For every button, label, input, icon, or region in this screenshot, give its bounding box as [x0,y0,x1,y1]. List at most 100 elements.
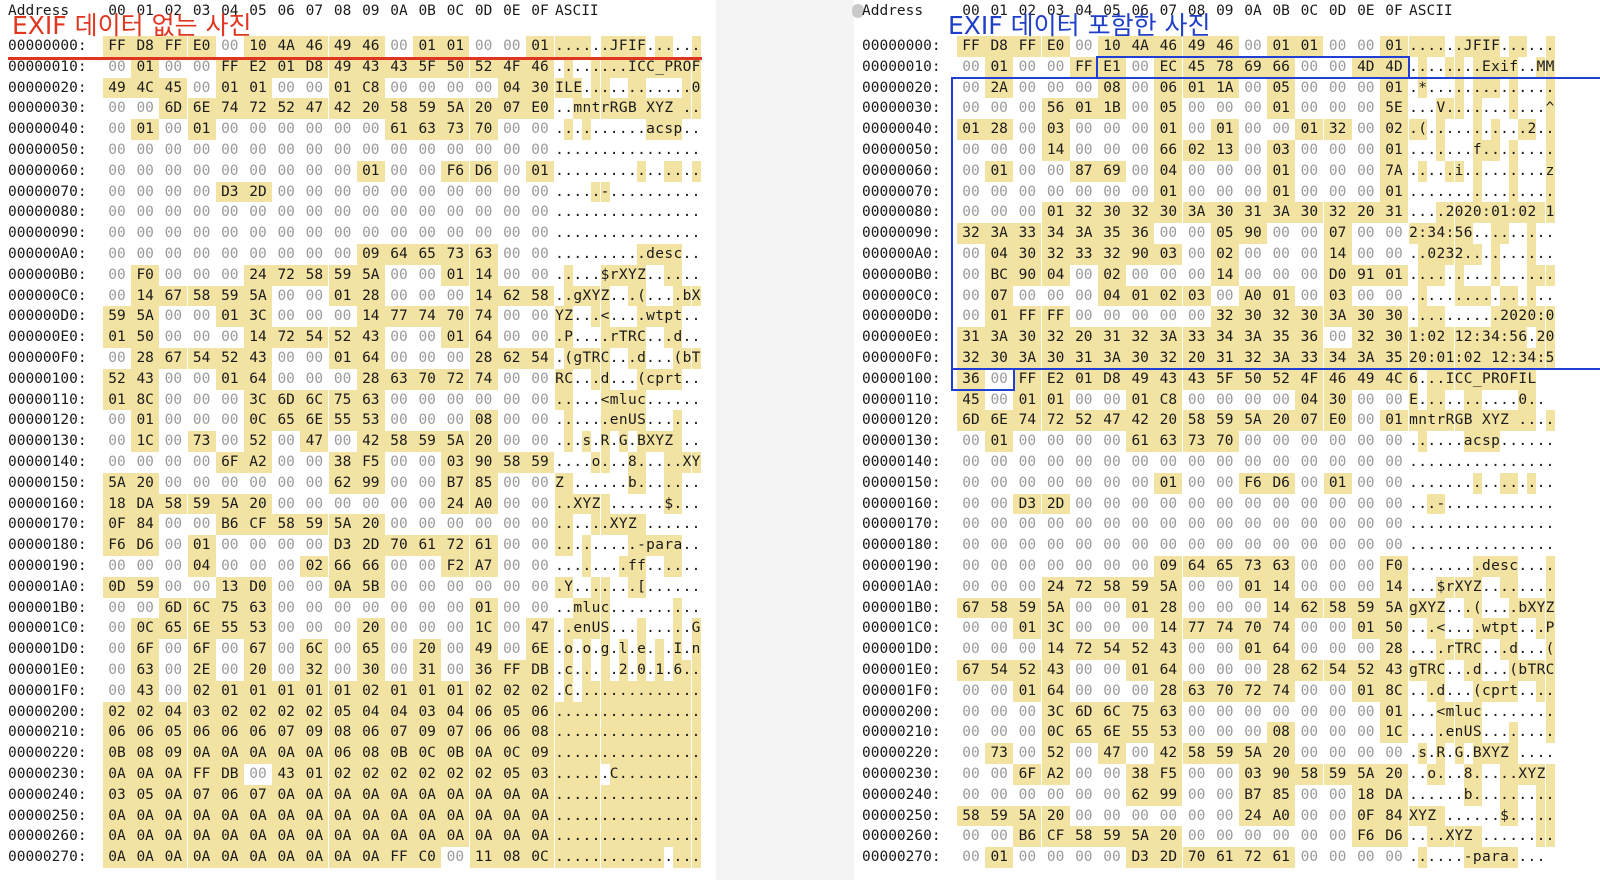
hex-byte: 00 [1328,433,1347,450]
hex-row: 000001B0: 00 00 6D 6C 75 63 00 00 00 00 00 00 00 01 00 0… [0,597,716,619]
hex-byte: 00 [1103,849,1121,866]
ascii-char [673,98,683,120]
hex-byte: 00 [1046,183,1065,200]
hex-byte: 4C [1380,368,1408,390]
hex-byte: F6 [1239,472,1267,494]
ascii-char: . [1409,745,1418,762]
hex-byte: 0A [469,826,498,848]
ascii-char: . [673,516,683,533]
hex-byte: 0A [328,847,357,868]
hex-byte: 32 [1098,244,1126,265]
ascii-char: b [1518,597,1528,619]
ascii-char: . [655,805,665,827]
ascii-char: . [1518,703,1528,720]
ascii-char: . [1436,287,1446,304]
ascii-char: . [582,680,592,702]
hex-byte: 00 [362,225,380,242]
ascii-char: . [1418,578,1427,595]
hex-byte: 00 [503,641,521,658]
ascii-char: p [1490,431,1500,452]
ascii-char: p [1490,680,1500,702]
ascii-char: Z [1536,764,1546,785]
ascii-char: . [564,722,574,744]
ascii-char: . [1427,183,1437,200]
hex-byte: 32 [1041,327,1070,348]
hex-byte: 1B [1098,98,1126,120]
ascii-char: . [582,764,592,785]
ascii-char: . [1518,516,1528,533]
hex-byte: 00 [277,662,295,678]
hex-byte: 63 [244,597,272,619]
ascii-char: s [664,119,674,140]
hex-byte: 74 [469,306,498,328]
ascii-char: a [1500,847,1510,868]
ascii-char: . [1409,162,1418,179]
ascii-char: . [1418,620,1427,637]
hex-byte: 70 [385,535,413,556]
hex-byte: 00 [990,495,1008,512]
ascii-char: . [1536,121,1546,138]
hex-byte: E2 [1041,368,1070,390]
ascii-char: . [582,556,592,577]
hex-byte: 01 [1239,639,1267,660]
ascii-char: b [682,348,692,369]
ascii-char: . [1518,495,1528,512]
hex-byte: 00 [1300,142,1319,158]
ascii-char: . [600,680,610,702]
hex-byte: 07 [441,722,470,744]
ascii-char: . [609,620,619,637]
hex-byte: 01 [272,56,301,78]
hex-byte: 77 [385,306,413,328]
header-column: 09 [362,3,380,19]
hex-byte: 01 [187,119,216,140]
hex-byte: 61 [469,535,498,556]
hex-row: 000001B0: 67 58 59 5A 00 00 01 28 00 00 00 14 62 58 59 5… [854,597,1600,619]
ascii-char: . [1536,724,1546,741]
ascii-char: . [664,391,674,408]
hex-byte: 72 [1239,680,1267,702]
ascii-char: Y [1536,597,1546,619]
hex-byte: 35 [1267,327,1296,348]
hex-byte: 00 [1131,474,1149,491]
ascii-char: V [1436,98,1446,120]
ascii-char: . [1518,266,1528,283]
hex-byte: 00 [249,121,267,138]
hex-byte: 00 [418,79,436,96]
ascii-char: . [1472,454,1482,470]
ascii-char: . [573,701,583,723]
hex-byte: 00 [1300,620,1319,637]
ascii-char: . [1536,246,1546,262]
hex-byte: 5F [413,56,442,78]
hex-byte: 00 [1385,516,1403,533]
ascii-char: . [1454,662,1464,678]
ascii-char: . [1472,98,1482,120]
ascii-char: . [627,535,637,556]
ascii-char: 2 [1409,348,1419,369]
header-column: 06 [1131,3,1149,19]
ascii-char: . [600,576,610,598]
ascii-char: . [646,662,655,678]
ascii-char: 0 [1518,202,1528,224]
ascii-char: . [1409,266,1418,283]
ascii-char: g [1409,597,1419,619]
ascii-char: . [1436,389,1446,411]
ascii-char: . [591,722,601,744]
hex-byte: 54 [1323,660,1352,681]
hex-byte: 0A [244,743,272,764]
hex-byte: 00 [221,246,239,262]
hex-byte: 02 [497,680,526,702]
ascii-char: . [1491,516,1500,533]
hex-byte: 00 [164,474,183,491]
ascii-char: u [1463,701,1473,723]
hex-byte: 49 [1182,36,1211,57]
hex-byte: 67 [159,285,188,307]
hex-byte: 08 [131,743,160,764]
ascii-char: . [1463,100,1473,117]
hex-byte: 03 [1154,244,1183,265]
ascii-char: . [627,370,637,387]
header-column: 01 [136,3,154,19]
ascii-char: d [1436,680,1446,702]
hex-byte: 00 [164,682,183,699]
hex-byte: 00 [1244,495,1262,512]
scrollbar-thumb[interactable] [852,4,864,18]
